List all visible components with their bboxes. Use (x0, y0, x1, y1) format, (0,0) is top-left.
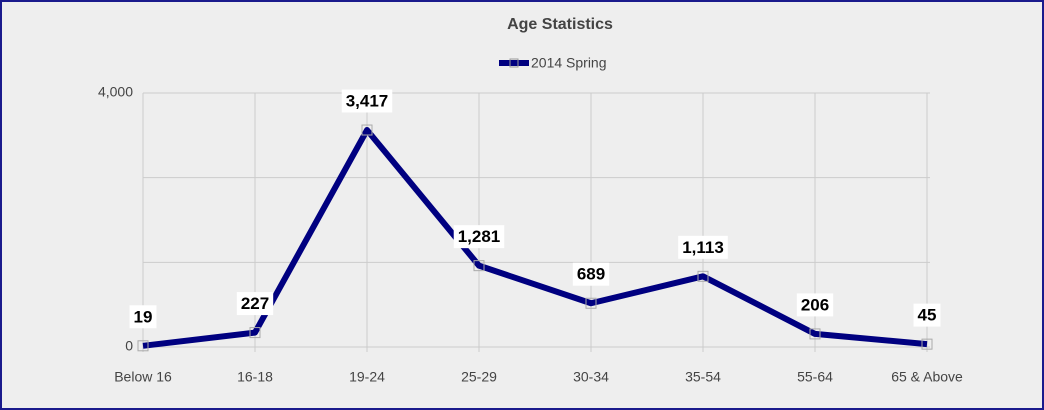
data-label-bg (453, 225, 505, 249)
data-label-group: 3,417 (341, 89, 393, 113)
data-label-bg (572, 262, 610, 286)
data-label-bg (913, 303, 941, 327)
data-label-group: 206 (796, 293, 834, 317)
series-line (142, 127, 928, 349)
data-label: 3,417 (346, 92, 389, 111)
x-tick-label: 35-54 (685, 369, 721, 385)
x-tick-label: 19-24 (349, 369, 385, 385)
legend-label: 2014 Spring (531, 55, 607, 71)
x-tick-label: 55-64 (797, 369, 833, 385)
data-label-bg (796, 293, 834, 317)
data-label: 206 (801, 295, 829, 314)
x-tick-label: 30-34 (573, 369, 609, 385)
data-label-group: 1,113 (678, 235, 728, 259)
data-label-group: 689 (572, 262, 610, 286)
data-label-bg (236, 292, 274, 316)
data-label-bg (678, 235, 728, 259)
data-point (137, 340, 149, 352)
y-tick-label: 0 (125, 338, 133, 354)
x-tick-label: 16-18 (237, 369, 273, 385)
data-label-group: 45 (913, 303, 941, 327)
data-label-bg (341, 89, 393, 113)
data-label: 19 (134, 307, 153, 326)
y-tick-label: 4,000 (98, 84, 133, 100)
data-label: 689 (577, 265, 605, 284)
data-label-group: 1,281 (453, 225, 505, 249)
data-point (921, 338, 933, 350)
data-point (473, 260, 485, 272)
chart-title: Age Statistics (507, 16, 613, 33)
x-tick-label: 65 & Above (891, 369, 963, 385)
x-tick-label: 25-29 (461, 369, 497, 385)
data-point (809, 328, 821, 340)
data-point (585, 297, 597, 309)
data-point (361, 124, 373, 136)
data-point (697, 270, 709, 282)
data-label: 1,113 (682, 238, 724, 257)
data-point (249, 327, 261, 339)
data-label-bg (129, 305, 157, 329)
data-label-group: 19 (129, 305, 157, 329)
x-tick-label: Below 16 (114, 369, 172, 385)
data-label-group: 227 (236, 292, 274, 316)
data-label: 1,281 (458, 227, 501, 246)
legend-marker (509, 58, 519, 68)
data-label: 45 (918, 306, 937, 325)
data-label: 227 (241, 294, 269, 313)
